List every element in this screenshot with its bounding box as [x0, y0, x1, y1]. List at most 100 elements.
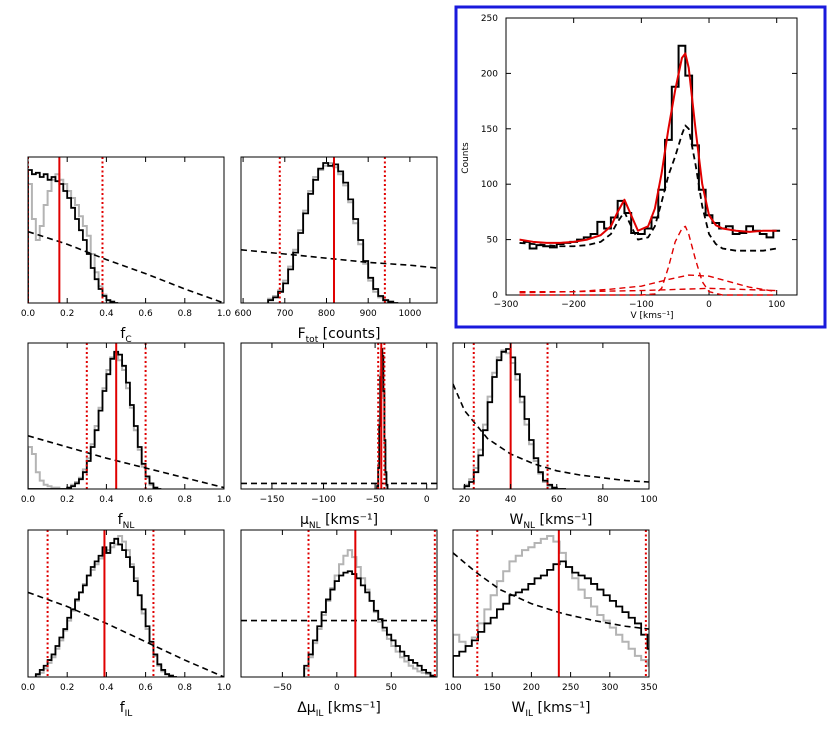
x-tick-label: 1.0 [217, 495, 232, 505]
gray-histogram [34, 535, 177, 677]
x-axis-label: fNL [118, 512, 135, 531]
inset-xlabel: V [kms⁻¹] [630, 311, 673, 321]
x-axis-label: fC [120, 326, 131, 345]
inset-plot-area [519, 44, 781, 296]
spectrum-inset: −300 −200 −100 0 100 0 50 100 150 200 250 V [kms⁻… [454, 5, 827, 329]
prior-curve [28, 230, 224, 303]
inset-y-tick-label: 0 [492, 291, 498, 301]
x-axis-label-sub: IL [316, 709, 324, 719]
x-tick-label: 1.0 [217, 309, 232, 319]
x-tick-label: 0.6 [138, 495, 153, 505]
panel-dmuil: −50 0 50 ΔμIL [kms⁻¹] [240, 529, 438, 719]
panel-frame [240, 342, 438, 490]
x-axis-label-sub: NL [523, 521, 535, 531]
x-axis-label-sub: NL [309, 521, 321, 531]
x-tick-label: 60 [551, 495, 563, 505]
x-axis-label: fIL [120, 700, 133, 719]
x-axis-label-main: W [512, 700, 526, 716]
plot-area [241, 530, 437, 677]
x-tick-label: 150 [484, 683, 501, 693]
panel-frame [452, 342, 650, 490]
panel-munl: −150 −100 −50 0 μNL [kms⁻¹] [240, 342, 438, 531]
x-axis-label-main: Δμ [297, 700, 316, 716]
black-histogram [28, 169, 119, 303]
x-axis-label-main: f [120, 700, 126, 716]
x-axis-label-main: μ [300, 512, 309, 528]
panel-fnl: 0.0 0.2 0.4 0.6 0.8 1.0 fNL [21, 342, 232, 531]
x-tick-label: 900 [360, 309, 377, 319]
gray-histogram [28, 173, 119, 303]
plot-area [453, 530, 649, 677]
x-axis-label-sub: NL [123, 521, 135, 531]
inset-frame [454, 5, 827, 329]
x-axis-label: Ftot [counts] [298, 326, 381, 345]
inset-x-tick-label: 0 [706, 300, 712, 310]
x-axis-label-main: W [509, 512, 523, 528]
prior-curve [28, 591, 224, 677]
x-axis-label: μNL [kms⁻¹] [300, 512, 378, 531]
plot-area [28, 157, 224, 303]
x-tick-label: 20 [459, 495, 471, 505]
plot-area [28, 343, 224, 489]
x-tick-label: 600 [234, 309, 251, 319]
black-histogram [376, 348, 389, 489]
x-tick-label: 100 [444, 683, 461, 693]
plot-area [241, 343, 437, 489]
component-dashed-black [519, 124, 777, 252]
total-fit-line [519, 52, 777, 244]
x-axis-label-sub: IL [125, 709, 133, 719]
gray-histogram [28, 352, 162, 489]
black-histogram [463, 348, 566, 489]
prior-curve [453, 383, 649, 483]
panel-frame [240, 529, 438, 678]
inset-ylabel: Counts [461, 142, 471, 174]
x-axis-label-main: f [120, 326, 126, 342]
x-tick-label: 200 [523, 683, 540, 693]
x-tick-label: 0.4 [99, 495, 114, 505]
x-tick-label: −50 [366, 495, 385, 505]
prior-curve [453, 552, 649, 630]
x-tick-label: −150 [260, 495, 285, 505]
x-axis-label-main: f [118, 512, 124, 528]
component-dashed-red [519, 274, 777, 294]
black-histogram [34, 537, 177, 677]
x-axis-label: ΔμIL [kms⁻¹] [297, 700, 381, 719]
x-tick-label: 80 [597, 495, 609, 505]
inset-y-tick-label: 150 [481, 125, 498, 135]
x-tick-label: 0 [334, 683, 340, 693]
x-tick-label: 0.0 [21, 683, 36, 693]
panel-wil: 100 150 200 250 300 350 WIL [kms⁻¹] [444, 529, 658, 719]
panel-frame [27, 156, 225, 304]
x-tick-label: 100 [640, 495, 657, 505]
x-axis-label-unit: [kms⁻¹] [323, 700, 380, 716]
inset-x-tick-label: −200 [561, 300, 586, 310]
panel-frame [27, 342, 225, 490]
x-axis-label: WNL [kms⁻¹] [509, 512, 592, 531]
x-axis-label: WIL [kms⁻¹] [512, 700, 591, 719]
x-tick-label: 1000 [398, 309, 421, 319]
inset-x-tick-label: 100 [768, 300, 785, 310]
x-tick-label: 0.6 [138, 683, 153, 693]
x-tick-label: 700 [276, 309, 293, 319]
x-tick-label: 250 [562, 683, 579, 693]
inset-y-tick-label: 100 [481, 180, 498, 190]
x-axis-label-unit: [kms⁻¹] [533, 700, 590, 716]
black-histogram [303, 570, 436, 677]
prior-curve [241, 249, 437, 269]
black-histogram [453, 560, 649, 677]
panel-fil: 0.0 0.2 0.4 0.6 0.8 1.0 fIL [21, 529, 231, 719]
x-tick-label: 0.4 [99, 309, 114, 319]
prior-curve [28, 435, 224, 489]
inset-y-tick-label: 250 [481, 14, 498, 24]
plot-area [453, 343, 649, 489]
plot-area [241, 157, 437, 303]
x-axis-label-sub: IL [525, 709, 533, 719]
x-tick-label: −100 [311, 495, 336, 505]
x-tick-label: 0.2 [60, 683, 74, 693]
panel-frame [452, 529, 650, 678]
inset-y-ticks: 0 50 100 150 200 250 [481, 14, 797, 301]
panel-wnl: 20 40 60 80 100 WNL [kms⁻¹] [452, 342, 658, 531]
x-axis-label-sub: tot [306, 335, 319, 345]
x-tick-label: 0.0 [21, 495, 36, 505]
